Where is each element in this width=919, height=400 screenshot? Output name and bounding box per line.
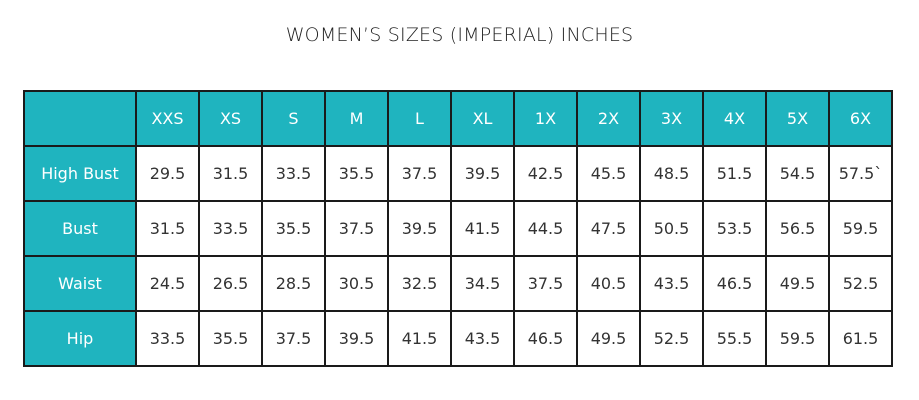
column-header: XXS xyxy=(135,90,200,147)
table-cell: 33.5 xyxy=(135,310,200,367)
corner-cell xyxy=(23,90,137,147)
table-cell: 39.5 xyxy=(324,310,389,367)
table-cell: 33.5 xyxy=(198,200,263,257)
table-cell: 30.5 xyxy=(324,255,389,312)
table-cell: 39.5 xyxy=(450,145,515,202)
column-header: 5X xyxy=(765,90,830,147)
table-cell: 51.5 xyxy=(702,145,767,202)
table-cell: 28.5 xyxy=(261,255,326,312)
table-row: Hip 33.5 35.5 37.5 39.5 41.5 43.5 46.5 49.5 52.5 5… xyxy=(23,310,893,367)
table-cell: 40.5 xyxy=(576,255,641,312)
table-cell: 35.5 xyxy=(198,310,263,367)
table-body: High Bust 29.5 31.5 33.5 35.5 37.5 39.5 42.5 45.… xyxy=(23,145,893,367)
table-cell: 46.5 xyxy=(702,255,767,312)
table-cell: 42.5 xyxy=(513,145,578,202)
table-cell: 59.5 xyxy=(765,310,830,367)
column-header: 4X xyxy=(702,90,767,147)
table-cell: 37.5 xyxy=(513,255,578,312)
table-cell: 43.5 xyxy=(639,255,704,312)
table-row: Bust 31.5 33.5 35.5 37.5 39.5 41.5 44.5 47.5 50.5… xyxy=(23,200,893,257)
table-cell: 53.5 xyxy=(702,200,767,257)
table-cell: 59.5 xyxy=(828,200,893,257)
table-cell: 32.5 xyxy=(387,255,452,312)
table-cell: 56.5 xyxy=(765,200,830,257)
table-cell: 45.5 xyxy=(576,145,641,202)
column-header: XL xyxy=(450,90,515,147)
column-header: 1X xyxy=(513,90,578,147)
table-cell: 31.5 xyxy=(198,145,263,202)
table-cell: 26.5 xyxy=(198,255,263,312)
table-title: WOMEN’S SIZES (IMPERIAL) INCHES xyxy=(285,24,634,46)
table-cell: 57.5` xyxy=(828,145,893,202)
table-header: XXS XS S M L XL 1X 2X 3X 4X 5X 6X xyxy=(23,90,893,147)
table-cell: 29.5 xyxy=(135,145,200,202)
table-cell: 37.5 xyxy=(387,145,452,202)
header-row: XXS XS S M L XL 1X 2X 3X 4X 5X 6X xyxy=(23,90,893,147)
table-cell: 31.5 xyxy=(135,200,200,257)
table-cell: 43.5 xyxy=(450,310,515,367)
row-header: Waist xyxy=(23,255,137,312)
table-cell: 33.5 xyxy=(261,145,326,202)
table-cell: 50.5 xyxy=(639,200,704,257)
table-row: High Bust 29.5 31.5 33.5 35.5 37.5 39.5 42.5 45.… xyxy=(23,145,893,202)
table-cell: 47.5 xyxy=(576,200,641,257)
table-cell: 37.5 xyxy=(261,310,326,367)
table-cell: 46.5 xyxy=(513,310,578,367)
table-cell: 52.5 xyxy=(828,255,893,312)
size-table: XXS XS S M L XL 1X 2X 3X 4X 5X 6X High Bust 29.5 31.5… xyxy=(23,90,893,367)
table-cell: 41.5 xyxy=(450,200,515,257)
column-header: S xyxy=(261,90,326,147)
table-cell: 49.5 xyxy=(765,255,830,312)
column-header: M xyxy=(324,90,389,147)
row-header: Hip xyxy=(23,310,137,367)
table-cell: 55.5 xyxy=(702,310,767,367)
table-cell: 34.5 xyxy=(450,255,515,312)
column-header: L xyxy=(387,90,452,147)
table-cell: 44.5 xyxy=(513,200,578,257)
table-cell: 48.5 xyxy=(639,145,704,202)
table-cell: 54.5 xyxy=(765,145,830,202)
column-header: XS xyxy=(198,90,263,147)
table-cell: 41.5 xyxy=(387,310,452,367)
column-header: 2X xyxy=(576,90,641,147)
table-cell: 61.5 xyxy=(828,310,893,367)
table-row: Waist 24.5 26.5 28.5 30.5 32.5 34.5 37.5 40.5 43.… xyxy=(23,255,893,312)
table-cell: 52.5 xyxy=(639,310,704,367)
row-header: Bust xyxy=(23,200,137,257)
table-cell: 24.5 xyxy=(135,255,200,312)
column-header: 6X xyxy=(828,90,893,147)
column-header: 3X xyxy=(639,90,704,147)
table-cell: 49.5 xyxy=(576,310,641,367)
table-cell: 35.5 xyxy=(261,200,326,257)
table-cell: 37.5 xyxy=(324,200,389,257)
row-header: High Bust xyxy=(23,145,137,202)
table-cell: 35.5 xyxy=(324,145,389,202)
table-cell: 39.5 xyxy=(387,200,452,257)
